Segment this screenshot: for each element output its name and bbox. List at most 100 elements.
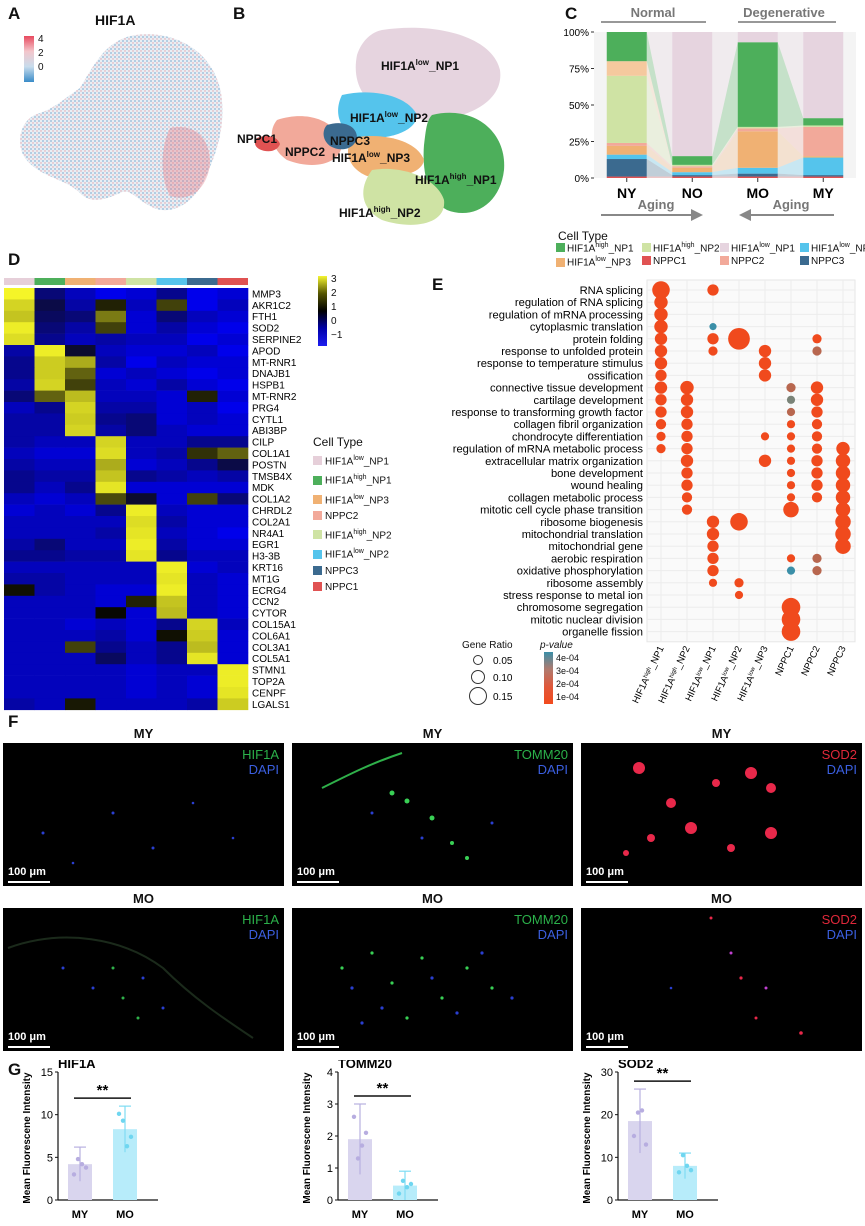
term-label: extracellular matrix organization (485, 456, 643, 468)
panel-e-color-ticks: 4e-04 3e-04 2e-04 1e-04 (556, 653, 580, 702)
heatmap-cell (95, 595, 127, 608)
heatmap-cell (65, 288, 96, 300)
heatmap-cell (187, 470, 218, 483)
heatmap-cell (187, 504, 218, 517)
heatmap-cell (156, 652, 188, 665)
cluster-label-NPPC3: NPPC3 (330, 134, 371, 148)
heatmap-cell (65, 345, 96, 357)
micrograph-mo-sod2: SOD2 DAPI 100 μm (581, 908, 862, 1051)
stack-segment (606, 154, 647, 160)
y-tick-label: 15 (41, 1067, 53, 1079)
chart-c: Normal Degenerative NY NO MO MY 0% 25% 50% 75% 1… (563, 5, 856, 221)
heatmap-cell (217, 607, 249, 619)
heatmap-cell (187, 595, 218, 608)
stack-segment (803, 125, 844, 127)
column-annotation (34, 278, 65, 285)
stack-segment (672, 32, 713, 157)
heatmap-cell (95, 481, 127, 494)
heatmap-cell (187, 447, 218, 460)
heatmap-cell (187, 618, 218, 631)
term-label: ossification (588, 370, 643, 382)
heatmap-cell (65, 652, 96, 665)
enrichment-dot (654, 332, 668, 345)
heatmap-cell (156, 607, 188, 619)
enrichment-dot (811, 492, 823, 503)
micro-group-label: MY (133, 726, 154, 741)
heatmap-cell (4, 459, 35, 471)
gene-label: MDK (252, 483, 275, 494)
heatmap-cell (187, 584, 218, 597)
heatmap-cell (4, 664, 35, 676)
heatmap-cell (95, 493, 127, 505)
gene-label: ABI3BP (252, 426, 287, 437)
column-annotation (156, 278, 187, 285)
heatmap-cell (65, 584, 96, 597)
gene-label: KRT16 (252, 563, 283, 574)
heatmap-cell (217, 345, 249, 357)
heatmap-cell (187, 310, 218, 323)
heatmap-cell (4, 527, 35, 540)
panel-a-colorbar (24, 36, 34, 82)
heatmap-cell (156, 481, 188, 494)
gene-label: EGR1 (252, 540, 280, 551)
heatmap-cell (126, 413, 157, 426)
heatmap-cell (217, 367, 249, 380)
heatmap-cell (187, 516, 218, 528)
stack-segment (803, 156, 844, 158)
enrichment-dot (681, 492, 693, 503)
heatmap-cell (65, 527, 96, 540)
chart-title: HIF1A (58, 1060, 96, 1071)
enrichment-dot (811, 443, 823, 454)
heatmap-cell (156, 550, 188, 562)
cluster-NPPC2 (271, 116, 342, 165)
enrichment-dot (835, 514, 851, 530)
gene-label: COL1A2 (252, 495, 291, 506)
heatmap-cell (187, 573, 218, 585)
heatmap-cell (187, 333, 218, 346)
term-label: mitochondrial translation (522, 529, 643, 541)
stack-segment (606, 159, 647, 177)
data-point (396, 1191, 402, 1196)
micrograph-mo-tomm20: TOMM20 DAPI 100 μm (292, 908, 573, 1051)
stack-segment (803, 32, 844, 119)
chart-title: TOMM20 (338, 1060, 392, 1071)
heatmap-cell (34, 333, 66, 346)
flow-band (777, 125, 804, 129)
legend-entry: NPPC1 (313, 580, 392, 596)
heatmap-cell (95, 447, 127, 460)
stack-segment (737, 32, 778, 43)
heatmap-cell (4, 561, 35, 574)
enrichment-dot (654, 307, 668, 322)
heatmap-cell (65, 618, 96, 631)
heatmap-cell (65, 493, 96, 505)
flow-band (646, 75, 673, 167)
enrichment-dot (655, 369, 667, 382)
heatmap-cell (34, 379, 66, 391)
heatmap-cell (187, 687, 218, 699)
heatmap-cell (217, 333, 249, 346)
y-tick-label: 4 (327, 1067, 333, 1079)
cluster-lowNP2 (338, 92, 417, 139)
heatmap-cell (126, 390, 157, 403)
data-point (128, 1134, 134, 1140)
heatmap-cell (65, 504, 96, 517)
panel-letter-b: B (233, 4, 246, 23)
heatmap-cell (34, 584, 66, 597)
micro-group-label: MO (133, 891, 154, 906)
heatmap-cell (34, 607, 66, 619)
heatmap-cell (4, 390, 35, 403)
heatmap-cell (187, 379, 218, 391)
enrichment-dot (786, 420, 796, 429)
umap-a-highregion (162, 127, 210, 198)
heatmap-cell (156, 561, 188, 574)
heatmap-cell (156, 356, 188, 369)
heatmap-d: MMP3AKR1C2FTH1SOD2SERPINE2APODMT-RNR1DNA… (4, 278, 302, 711)
heatmap-cell (4, 652, 35, 665)
legend-entry: HIF1Ahigh_NP2 (313, 525, 392, 544)
flow-band (646, 32, 673, 157)
heatmap-cell (217, 424, 249, 437)
umap-a-cloud (20, 34, 223, 211)
stack-segment (672, 176, 713, 178)
chart-title: SOD2 (618, 1060, 653, 1071)
enrichment-dot (681, 504, 693, 515)
